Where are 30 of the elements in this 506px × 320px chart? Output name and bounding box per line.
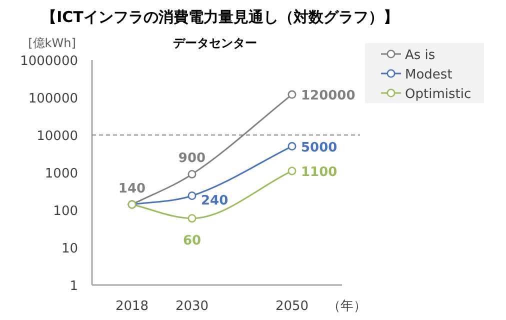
data-label: 1100 — [301, 164, 338, 180]
data-label: 140 — [118, 182, 146, 197]
y-axis-title: [億kWh] — [28, 36, 76, 50]
point — [288, 166, 296, 176]
point — [188, 191, 196, 200]
y-tick-label: 100 — [53, 204, 78, 219]
y-tick-label: 1000000 — [20, 54, 78, 69]
x-axis-title: （年） — [328, 299, 366, 314]
x-tick-label: 2050 — [275, 299, 309, 314]
x-tick-label: 2018 — [115, 299, 149, 314]
point — [288, 142, 296, 151]
legend-label: As is — [405, 48, 436, 63]
point — [188, 170, 196, 178]
data-label: 5000 — [301, 140, 338, 156]
point — [188, 214, 196, 223]
point — [288, 90, 296, 99]
legend-label: Optimistic — [405, 87, 472, 102]
y-tick-label: 1 — [70, 279, 78, 294]
chart-subtitle: データセンター — [173, 36, 257, 50]
chart-title: 【ICTインフラの消費電力量見通し（対数グラフ）】 — [42, 8, 398, 26]
data-label: 900 — [178, 151, 206, 166]
data-label: 60 — [182, 233, 202, 248]
y-tick-label: 10 — [61, 242, 78, 256]
x-tick-label: 2030 — [175, 299, 209, 314]
legend-label: Modest — [405, 68, 452, 82]
data-label: 120000 — [301, 88, 356, 104]
y-tick-label: 100000 — [28, 92, 78, 106]
data-label: 240 — [201, 194, 228, 209]
y-tick-label: 10000 — [36, 129, 78, 144]
y-tick-label: 1000 — [44, 166, 78, 182]
